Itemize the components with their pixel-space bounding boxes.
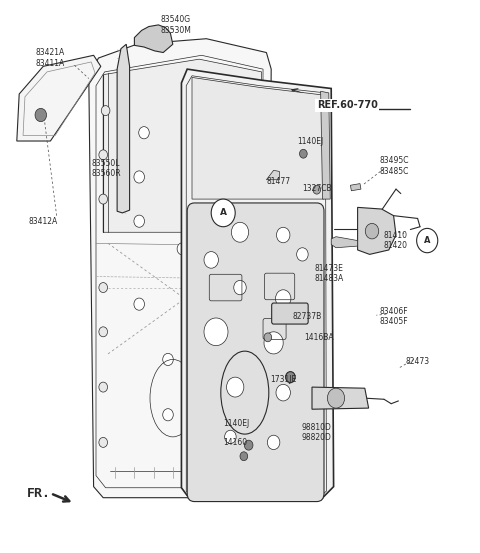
Circle shape [327,388,345,408]
Polygon shape [350,184,361,191]
Circle shape [134,298,144,310]
Circle shape [276,384,290,401]
Text: 83421A
83411A: 83421A 83411A [36,48,65,68]
Circle shape [365,223,379,239]
Text: 1416BA: 1416BA [304,333,334,342]
Polygon shape [331,237,358,248]
Text: 1327CB: 1327CB [302,184,332,192]
Circle shape [211,171,221,183]
Circle shape [99,194,108,204]
Circle shape [204,252,218,268]
Polygon shape [134,25,173,53]
Circle shape [134,171,144,183]
Text: 81477: 81477 [266,177,290,186]
Polygon shape [89,39,271,498]
Circle shape [211,353,221,366]
Circle shape [276,290,291,307]
Circle shape [235,127,245,139]
Circle shape [177,243,188,255]
Circle shape [211,199,235,227]
Circle shape [286,372,295,383]
FancyBboxPatch shape [187,203,324,502]
Circle shape [417,228,438,253]
Text: 81473E
81483A: 81473E 81483A [314,264,344,284]
Circle shape [267,435,280,450]
Circle shape [99,327,108,337]
Circle shape [234,280,246,295]
Circle shape [264,333,272,342]
Text: 83550L
83560R: 83550L 83560R [91,159,121,179]
Circle shape [204,318,228,346]
Polygon shape [312,387,369,409]
Circle shape [276,227,290,243]
Circle shape [99,150,108,160]
Circle shape [163,353,173,366]
Circle shape [300,149,307,158]
Text: 1140EJ: 1140EJ [298,137,324,145]
Circle shape [99,437,108,447]
Text: 83406F
83405F: 83406F 83405F [379,306,408,326]
FancyBboxPatch shape [272,303,308,324]
Polygon shape [117,44,130,213]
Text: A: A [424,236,431,244]
Text: 81410
81420: 81410 81420 [384,231,408,251]
Circle shape [244,440,253,450]
Circle shape [240,452,248,461]
Text: REF.60-770: REF.60-770 [317,100,378,110]
Circle shape [99,283,108,293]
Polygon shape [181,69,334,499]
Text: A: A [220,208,227,217]
Text: 82737B: 82737B [293,312,322,321]
Circle shape [134,215,144,227]
Text: 14160: 14160 [224,438,248,447]
Circle shape [101,106,110,116]
Text: 82473: 82473 [406,357,430,366]
Circle shape [264,332,283,354]
Circle shape [220,298,231,310]
Circle shape [163,409,173,421]
Text: 83412A: 83412A [29,217,58,226]
Circle shape [227,377,244,397]
Text: 98810D
98820D: 98810D 98820D [301,422,331,442]
Circle shape [139,127,149,139]
Polygon shape [321,91,330,199]
Text: 1140EJ: 1140EJ [224,419,250,427]
Circle shape [297,248,308,261]
Circle shape [225,430,236,444]
Polygon shape [358,207,396,254]
Text: 83495C
83485C: 83495C 83485C [379,156,408,176]
Polygon shape [266,170,279,180]
Text: FR.: FR. [26,487,50,500]
Polygon shape [103,59,262,232]
Polygon shape [192,77,324,199]
Polygon shape [17,55,101,141]
Circle shape [35,108,47,122]
Circle shape [187,127,197,139]
Circle shape [211,409,221,421]
Circle shape [231,222,249,242]
Polygon shape [190,205,323,498]
Text: 1731JE: 1731JE [270,375,297,384]
Circle shape [313,185,321,194]
Circle shape [99,382,108,392]
Text: 83540G
83530M: 83540G 83530M [161,15,192,35]
